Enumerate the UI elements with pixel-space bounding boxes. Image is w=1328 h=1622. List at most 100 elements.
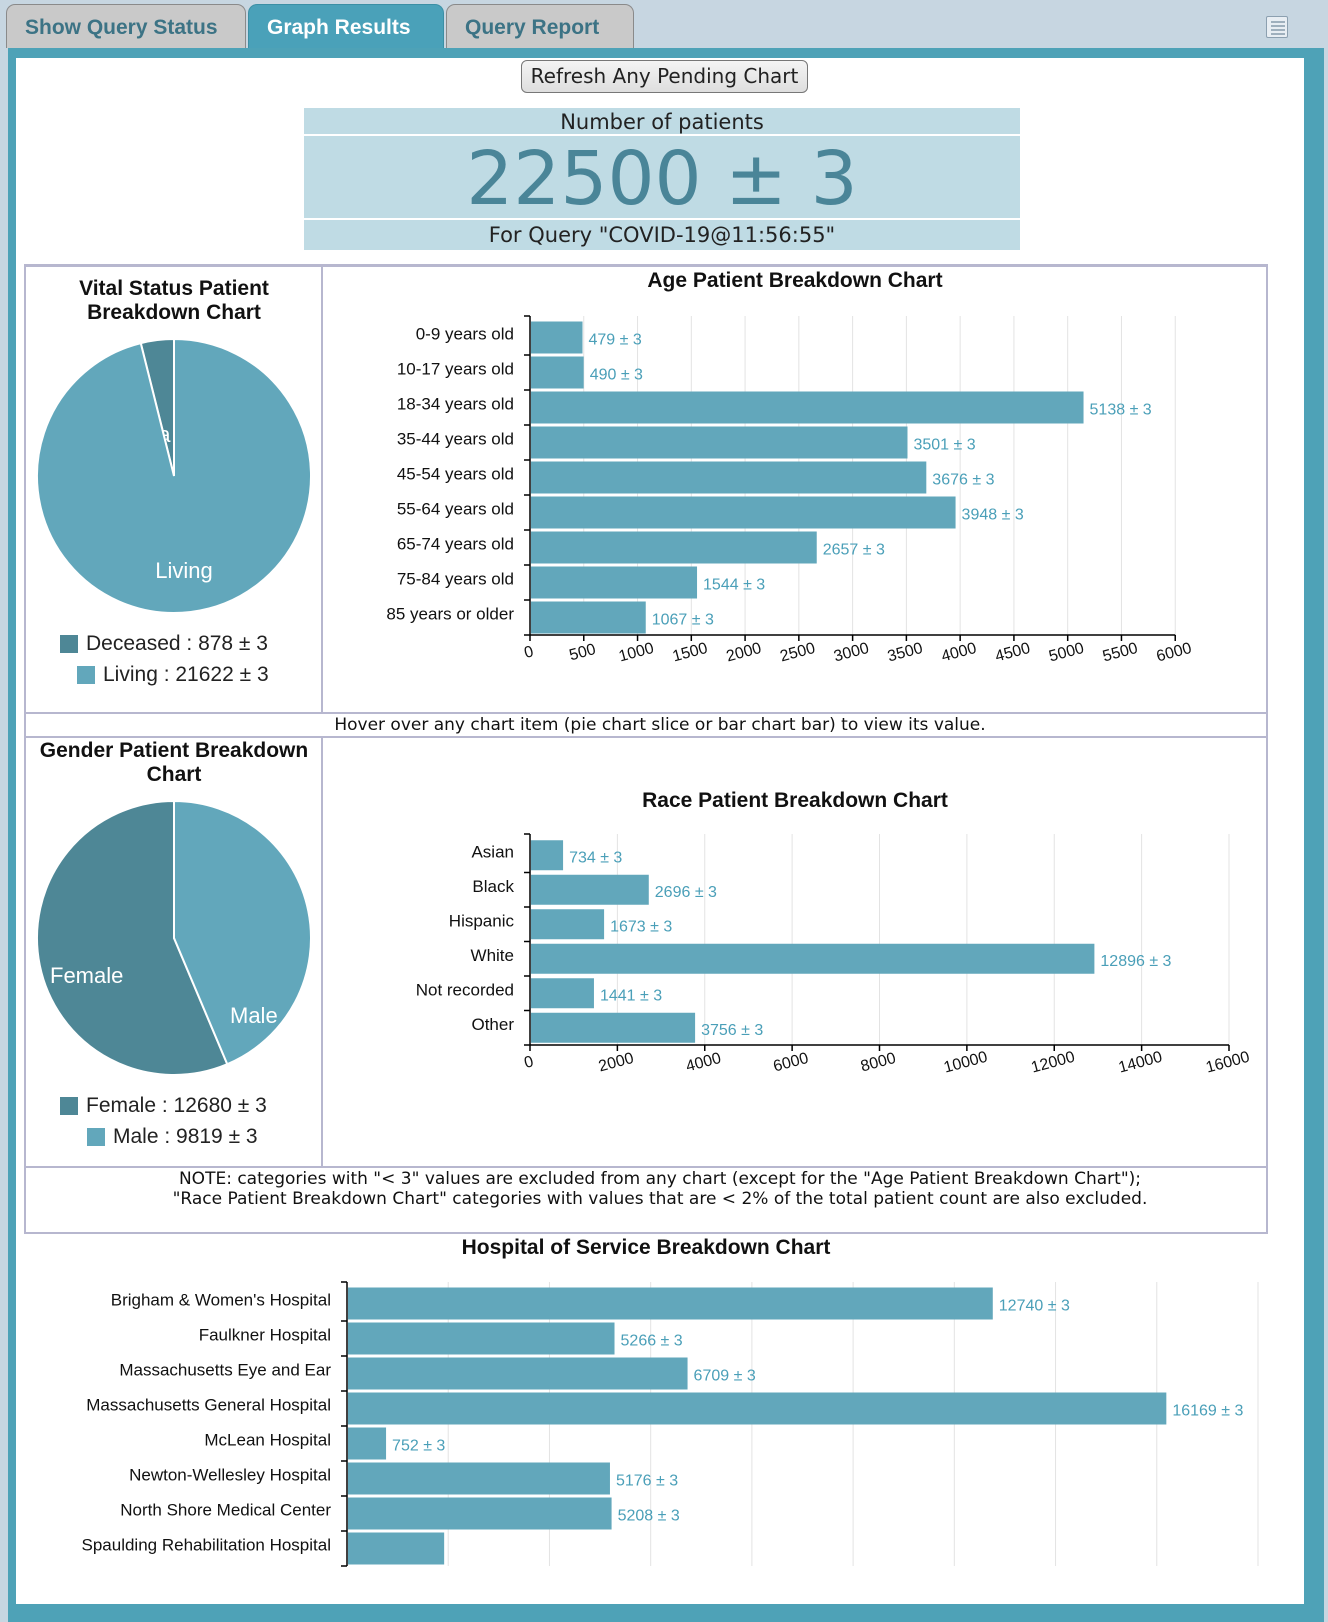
- x-tick-label: 6000: [1155, 640, 1194, 666]
- pie-slice-label: Female: [50, 963, 123, 988]
- table-border: [24, 264, 26, 1234]
- category-label: 65-74 years old: [397, 535, 514, 554]
- x-tick-label: 4000: [684, 1050, 723, 1076]
- x-tick-label: 12000: [1029, 1049, 1076, 1077]
- bar-value-label: 1544 ± 3: [703, 577, 765, 594]
- x-tick-label: 1500: [671, 640, 710, 666]
- bar-value-label: 1067 ± 3: [652, 612, 714, 629]
- legend-item-deceased: Deceased : 878 ± 3: [60, 632, 268, 656]
- row-divider: [24, 1232, 1268, 1234]
- bar-value-label: 479 ± 3: [589, 332, 642, 349]
- x-tick-label: 6000: [772, 1050, 811, 1076]
- category-label: White: [471, 946, 514, 965]
- category-label: Black: [472, 877, 514, 896]
- bar: [348, 1287, 993, 1320]
- bar: [531, 391, 1084, 424]
- tab-show-query-status[interactable]: Show Query Status: [6, 4, 246, 48]
- category-label: Asian: [471, 842, 514, 861]
- legend-label: Deceased : 878 ± 3: [86, 632, 268, 655]
- category-label: 18-34 years old: [397, 395, 514, 414]
- bar: [531, 874, 649, 905]
- race-chart-title: Race Patient Breakdown Chart: [642, 789, 948, 812]
- category-label: 85 years or older: [386, 605, 514, 624]
- legend-label: Female : 12680 ± 3: [86, 1094, 267, 1117]
- row-divider: [24, 1166, 1268, 1168]
- x-tick-label: 16000: [1204, 1049, 1251, 1077]
- x-tick-label: 1000: [617, 640, 656, 666]
- legend-item-female: Female : 12680 ± 3: [60, 1094, 267, 1118]
- bar-value-label: 6709 ± 3: [694, 1368, 756, 1385]
- table-border: [24, 264, 1268, 267]
- bar: [348, 1427, 387, 1460]
- legend-swatch: [60, 635, 78, 653]
- bar-value-label: 12896 ± 3: [1100, 953, 1171, 970]
- exclusion-note: NOTE: categories with "< 3" values are e…: [16, 1169, 1304, 1209]
- column-divider: [321, 264, 323, 714]
- count-divider: [304, 218, 1020, 220]
- pie-slice-label: Living: [155, 558, 212, 583]
- category-label: 75-84 years old: [397, 570, 514, 589]
- bar: [348, 1462, 610, 1495]
- bar-value-label: 1441 ± 3: [600, 987, 662, 1004]
- bar: [348, 1322, 615, 1355]
- category-label: Spaulding Rehabilitation Hospital: [82, 1536, 332, 1555]
- x-tick-label: 5000: [1047, 640, 1086, 666]
- hospital-chart-title: Hospital of Service Breakdown Chart: [461, 1236, 831, 1259]
- legend-swatch: [60, 1097, 78, 1115]
- legend-label: Living : 21622 ± 3: [103, 663, 269, 686]
- race-bar-chart: Asian 734 ± 3 Black 2696 ± 3 Hispanic 1673 ± …: [416, 833, 1252, 1077]
- x-tick-label: 3500: [886, 640, 925, 666]
- bar-value-label: 5138 ± 3: [1090, 402, 1152, 419]
- x-tick-label: 0: [522, 643, 535, 662]
- x-tick-label: 2000: [597, 1050, 636, 1076]
- category-label: 10-17 years old: [397, 360, 514, 379]
- bar: [531, 496, 956, 529]
- category-label: Hispanic: [449, 911, 515, 930]
- bar-value-label: 2657 ± 3: [823, 542, 885, 559]
- tab-query-report[interactable]: Query Report: [446, 4, 634, 48]
- exclusion-note-line: NOTE: categories with "< 3" values are e…: [178, 1169, 1142, 1189]
- category-label: 0-9 years old: [416, 325, 514, 344]
- category-label: Faulkner Hospital: [199, 1326, 331, 1345]
- window-restore-icon[interactable]: [1266, 16, 1288, 38]
- x-tick-label: 4000: [940, 640, 979, 666]
- legend-label: Male : 9819 ± 3: [113, 1125, 258, 1148]
- category-label: Not recorded: [416, 980, 514, 999]
- bar-value-label: 752 ± 3: [392, 1438, 445, 1455]
- x-tick-label: 5500: [1101, 640, 1140, 666]
- column-divider: [321, 736, 323, 1168]
- bar-value-label: 734 ± 3: [569, 849, 622, 866]
- tab-bar: Show Query Status Graph Results Query Re…: [0, 0, 1328, 48]
- x-tick-label: 8000: [859, 1050, 898, 1076]
- exclusion-note-line: "Race Patient Breakdown Chart" categorie…: [172, 1189, 1148, 1209]
- legend-swatch: [77, 666, 95, 684]
- bar: [348, 1357, 688, 1390]
- bar-value-label: 2696 ± 3: [655, 884, 717, 901]
- pie-slice-label: Male: [230, 1003, 278, 1028]
- x-tick-label: 2500: [778, 640, 817, 666]
- bar: [348, 1532, 445, 1565]
- category-label: 35-44 years old: [397, 430, 514, 449]
- bar-value-label: 3676 ± 3: [932, 472, 994, 489]
- gender-chart-title-line: Chart: [146, 763, 202, 786]
- refresh-pending-chart-button[interactable]: Refresh Any Pending Chart: [521, 60, 808, 93]
- query-name: For Query "COVID-19@11:56:55": [488, 223, 836, 247]
- bar: [531, 601, 646, 634]
- bar-value-label: 3948 ± 3: [962, 507, 1024, 524]
- vital-status-pie-chart: eaLiving: [36, 337, 313, 614]
- legend-item-male: Male : 9819 ± 3: [87, 1125, 258, 1149]
- x-tick-label: 0: [522, 1053, 535, 1072]
- gender-pie-chart: Female Male: [36, 799, 312, 1076]
- bar: [531, 978, 594, 1009]
- bar: [531, 909, 605, 940]
- tab-graph-results[interactable]: Graph Results: [248, 4, 444, 48]
- bar: [348, 1392, 1167, 1425]
- bar: [531, 840, 564, 871]
- count-divider: [304, 134, 1020, 136]
- bar-value-label: 12740 ± 3: [999, 1298, 1070, 1315]
- pie-slice-male: [173, 799, 312, 1066]
- bar-value-label: 3756 ± 3: [701, 1022, 763, 1039]
- category-label: North Shore Medical Center: [120, 1501, 331, 1520]
- bar: [531, 943, 1095, 974]
- bar-value-label: 3501 ± 3: [913, 437, 975, 454]
